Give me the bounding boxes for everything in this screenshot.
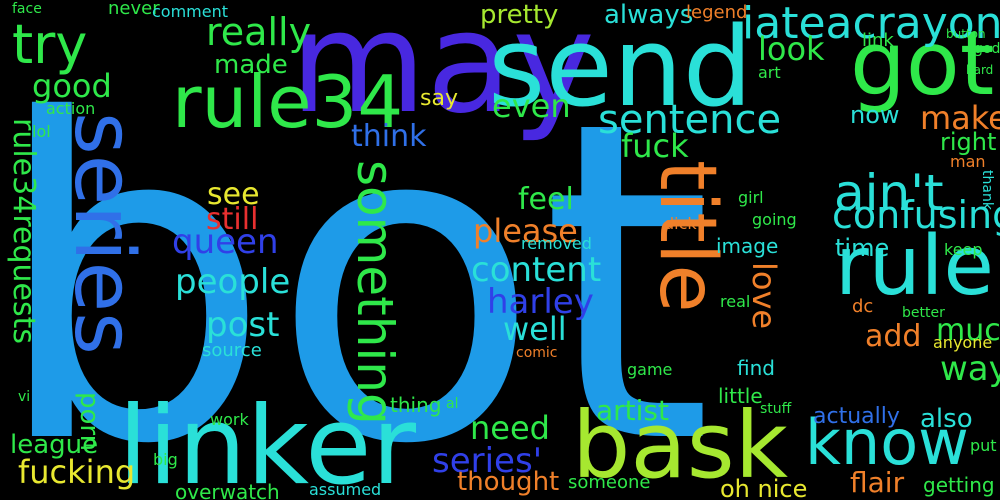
word-make: make xyxy=(920,99,1000,137)
word-time: time xyxy=(835,234,890,262)
word-look: look xyxy=(758,30,825,68)
word-rule34: rule34 xyxy=(172,60,404,144)
word-ain-t: ain't xyxy=(834,164,944,222)
word-al: al xyxy=(446,396,459,412)
word-think: think xyxy=(351,119,427,154)
word-need: need xyxy=(470,409,550,447)
word-someone: someone xyxy=(568,472,651,493)
word-send: send xyxy=(488,3,753,131)
word-series: series xyxy=(56,112,151,355)
word-sentence: sentence xyxy=(598,97,782,143)
word-dick: dick xyxy=(664,214,697,233)
word-see: see xyxy=(207,177,260,212)
word-face: face xyxy=(12,1,42,17)
word-bot: bot xyxy=(0,28,714,500)
word-way: way xyxy=(940,349,1000,389)
word-iateacrayon: iateacrayon xyxy=(742,0,1000,49)
word-getting: getting xyxy=(923,473,995,497)
word-try: try xyxy=(12,13,88,76)
word-legend: legend xyxy=(686,2,748,23)
word-well: well xyxy=(503,310,567,348)
word-harley: harley xyxy=(487,282,594,322)
word-man: man xyxy=(950,152,986,171)
word-action: action xyxy=(46,99,96,118)
word-even: even xyxy=(492,87,571,125)
word-link: link xyxy=(862,30,894,51)
word-also: also xyxy=(920,404,973,434)
word-lol: lol xyxy=(32,122,51,141)
word-game: game xyxy=(627,360,673,379)
word-art: art xyxy=(758,63,781,82)
word-post: post xyxy=(206,305,280,345)
word-find: find xyxy=(737,356,775,380)
word-comic: comic xyxy=(516,345,558,361)
word-got: got xyxy=(850,12,995,115)
word-league: league xyxy=(10,430,99,460)
word-source: source xyxy=(202,340,262,361)
word-hard: hard xyxy=(966,63,994,77)
word-now: now xyxy=(850,101,900,129)
word-love: love xyxy=(745,262,783,330)
word-overwatch: overwatch xyxy=(175,480,280,500)
word-oh-nice: oh nice xyxy=(720,475,808,500)
word-linker: linker xyxy=(118,384,417,500)
word-fuck: fuck xyxy=(621,127,689,165)
word-work: work xyxy=(210,410,249,429)
word-better: better xyxy=(902,305,945,321)
word-pretty: pretty xyxy=(480,0,559,30)
word-right: right xyxy=(940,128,997,156)
word-never: never xyxy=(108,0,160,19)
word-may: may xyxy=(290,0,596,145)
word-going: going xyxy=(752,210,797,229)
word-add: add xyxy=(865,319,922,354)
word-assumed: assumed xyxy=(309,480,382,499)
word-vi: vi xyxy=(18,389,31,405)
word-good: good xyxy=(32,67,112,105)
word-much: much xyxy=(936,313,1000,348)
word-button: button xyxy=(946,27,986,41)
word-keep: keep xyxy=(944,240,983,259)
word-always: always xyxy=(604,0,694,30)
word-title: title xyxy=(642,160,732,313)
word-comment: comment xyxy=(152,2,229,21)
word-say: say xyxy=(420,86,458,111)
word-bask: bask xyxy=(572,392,788,499)
word-something: something xyxy=(346,160,404,425)
word-image: image xyxy=(716,234,779,258)
word-flair: flair xyxy=(850,466,905,499)
word-stuff: stuff xyxy=(760,401,792,417)
word-big: big xyxy=(153,450,178,469)
word-artist: artist xyxy=(596,394,669,427)
word-removed: removed xyxy=(521,234,592,253)
word-content: content xyxy=(471,250,602,290)
word-put: put xyxy=(970,436,997,455)
word-god: god xyxy=(974,41,1000,57)
word-series: series' xyxy=(432,441,543,481)
word-made: made xyxy=(214,50,288,80)
word-little: little xyxy=(718,384,763,408)
word-thing: thing xyxy=(390,393,442,417)
word-rule: rule xyxy=(835,219,994,314)
word-dc: dc xyxy=(852,296,874,317)
word-really: really xyxy=(206,10,312,54)
word-people: people xyxy=(175,262,291,302)
word-feel: feel xyxy=(518,182,574,217)
word-rule34requests: rule34requests xyxy=(6,118,41,344)
word-still: still xyxy=(206,202,259,237)
word-know: know xyxy=(805,406,969,479)
word-girl: girl xyxy=(738,188,764,207)
word-thought: thought xyxy=(457,467,560,497)
word-actually: actually xyxy=(813,404,900,429)
word-confusing: confusing xyxy=(832,193,1000,237)
word-real: real xyxy=(720,292,751,311)
word-queen: queen xyxy=(172,222,279,262)
word-fucking: fucking xyxy=(18,453,136,491)
word-thank: thank xyxy=(979,170,995,210)
word-please: please xyxy=(473,212,578,250)
word-anyone: anyone xyxy=(933,333,993,352)
